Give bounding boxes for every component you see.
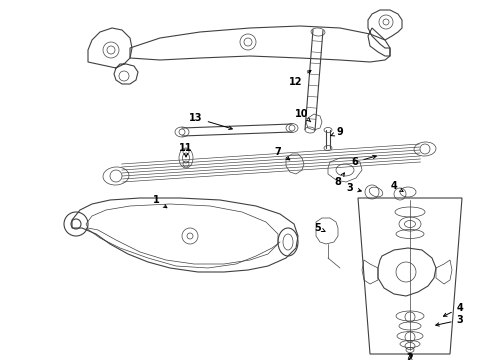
Text: 10: 10 xyxy=(295,109,311,122)
Text: 3: 3 xyxy=(436,315,464,326)
Text: 12: 12 xyxy=(289,70,311,87)
Text: 13: 13 xyxy=(189,113,232,130)
Text: 4: 4 xyxy=(443,303,464,316)
Text: 3: 3 xyxy=(346,183,361,193)
Text: 7: 7 xyxy=(274,147,290,160)
Text: 4: 4 xyxy=(391,181,403,192)
Text: 9: 9 xyxy=(331,127,343,137)
Text: 1: 1 xyxy=(152,195,167,208)
Text: 8: 8 xyxy=(335,173,344,187)
Text: 11: 11 xyxy=(179,143,193,157)
Text: 5: 5 xyxy=(315,223,325,233)
Text: 6: 6 xyxy=(352,155,376,167)
Text: 2: 2 xyxy=(407,353,414,360)
